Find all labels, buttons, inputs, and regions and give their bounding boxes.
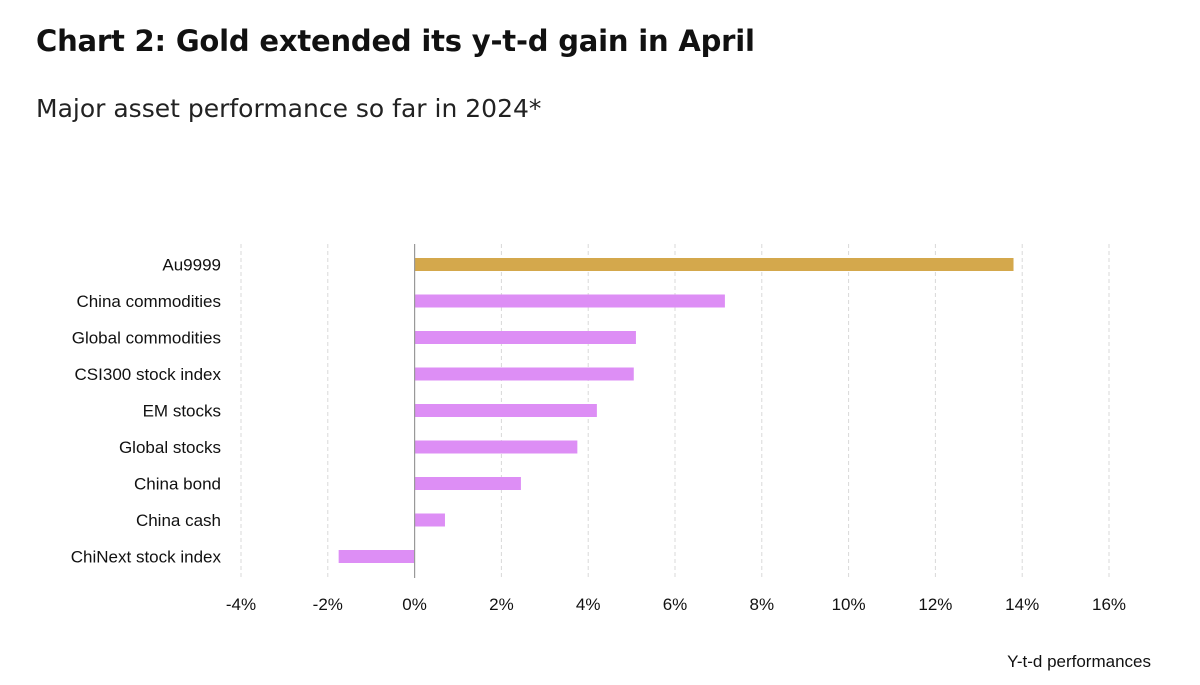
gridlines (240, 244, 1110, 578)
x-tick-label: 6% (663, 595, 688, 614)
category-label: China commodities (76, 292, 221, 311)
category-label: ChiNext stock index (71, 548, 222, 567)
x-tick-label: 2% (489, 595, 514, 614)
x-tick-label: -2% (313, 595, 343, 614)
bar (414, 258, 1014, 271)
x-tick-label: -4% (226, 595, 256, 614)
category-label: EM stocks (143, 402, 221, 421)
x-tick-label: 14% (1005, 595, 1039, 614)
x-tick-label: 0% (402, 595, 427, 614)
x-axis-label: Y-t-d performances (1007, 652, 1151, 671)
bar (414, 440, 578, 454)
category-label: CSI300 stock index (75, 365, 222, 384)
x-tick-label: 16% (1092, 595, 1126, 614)
bar (414, 367, 634, 381)
category-label: Global commodities (72, 329, 221, 348)
category-label: China cash (136, 511, 221, 530)
bar (414, 477, 521, 490)
x-tick-label: 10% (832, 595, 866, 614)
bar (414, 404, 597, 417)
x-tick-labels: -4% -2% 0% 2% 4% 6% 8% 10% 12% 14% 16% (226, 595, 1126, 614)
bars (338, 258, 1014, 563)
bar (414, 294, 725, 308)
bar (338, 550, 415, 563)
bar (414, 513, 445, 527)
x-tick-label: 12% (918, 595, 952, 614)
x-tick-label: 8% (750, 595, 775, 614)
bar (414, 331, 636, 344)
category-labels: Au9999 China commodities Global commoditie… (71, 256, 222, 567)
chart-subtitle: Major asset performance so far in 2024* (36, 94, 542, 123)
category-label: Global stocks (119, 438, 221, 457)
category-label: China bond (134, 475, 221, 494)
x-tick-label: 4% (576, 595, 601, 614)
chart-title: Chart 2: Gold extended its y-t-d gain in… (36, 24, 755, 58)
category-label: Au9999 (162, 256, 221, 275)
